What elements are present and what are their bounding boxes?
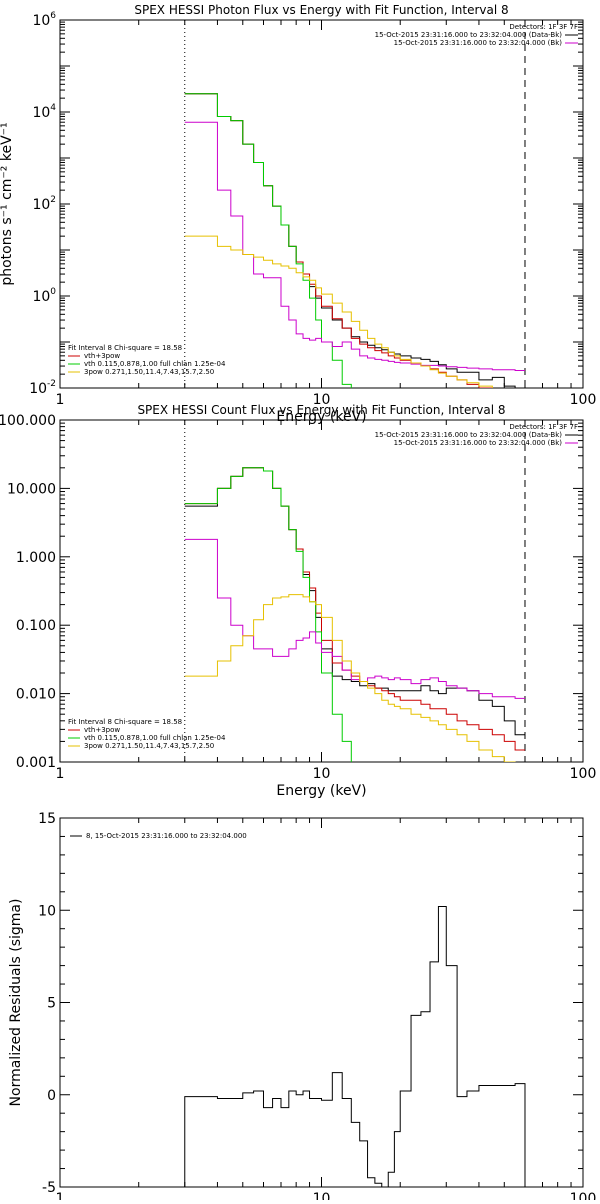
y-tick-label: 1.000 (16, 550, 56, 566)
x-tick-label: 1 (56, 766, 65, 782)
series-line-1 (184, 467, 525, 751)
y-axis-label: photons s⁻¹ cm⁻² keV⁻¹ (0, 122, 15, 285)
series-group (184, 906, 526, 1187)
x-tick-label: 1 (56, 1191, 65, 1200)
y-tick-label: 0.010 (16, 687, 56, 703)
series-line-4 (184, 235, 493, 388)
y-tick-label: -5 (42, 1180, 56, 1196)
series-group (184, 467, 525, 762)
series-line-2 (184, 467, 352, 762)
legend-entry-label: 15-Oct-2015 23:31:16.000 to 23:32:04.000… (394, 439, 563, 447)
fit-legend-label: vth 0.115,0.878,1.00 full chlan 1.25e-04 (84, 360, 226, 368)
plot-frame (59, 817, 584, 1188)
photon-flux-chart: SPEX HESSI Photon Flux vs Energy with Fi… (0, 3, 596, 425)
series-line-3 (184, 121, 525, 372)
series-line-4 (184, 594, 516, 762)
x-tick-label: 100 (570, 766, 597, 782)
fit-legend-label: vth 0.115,0.878,1.00 full chlan 1.25e-04 (84, 734, 226, 742)
fit-legend-header: Fit Interval 8 Chi-square = 18.58 (68, 718, 182, 726)
fit-legend-label: vth+3pow (84, 726, 120, 734)
x-tick-label: 100 (570, 392, 597, 408)
x-tick-label: 10 (313, 392, 331, 408)
fit-legend-header: Fit Interval 8 Chi-square = 18.58 (68, 344, 182, 352)
series-line-0 (184, 906, 526, 1187)
y-tick-label: 0 (47, 1088, 56, 1104)
legend-entry-label: 15-Oct-2015 23:31:16.000 to 23:32:04.000… (375, 431, 563, 439)
series-line-2 (184, 93, 352, 388)
chart-title: SPEX HESSI Count Flux vs Energy with Fit… (137, 403, 505, 417)
legend-entry-label: 15-Oct-2015 23:31:16.000 to 23:32:04.000… (375, 31, 563, 39)
x-tick-label: 1 (56, 392, 65, 408)
chart-title: SPEX HESSI Photon Flux vs Energy with Fi… (134, 3, 508, 17)
x-axis-label: Energy (keV) (276, 783, 366, 799)
series-group (184, 93, 525, 388)
y-tick-label: 10 (38, 903, 56, 919)
x-tick-label: 10 (313, 766, 331, 782)
y-tick-label: 15 (38, 811, 56, 827)
y-tick-label: 100 (32, 287, 56, 305)
series-line-0 (184, 467, 525, 736)
y-tick-label: 104 (32, 103, 56, 121)
y-tick-label: 5 (47, 996, 56, 1012)
y-tick-label: 100.000 (0, 413, 56, 429)
y-tick-label: 0.100 (16, 618, 56, 634)
count-flux-chart: SPEX HESSI Count Flux vs Energy with Fit… (0, 403, 596, 799)
fit-legend-label: 3pow 0.271,1.50,11.4,7.43,15.7,2.50 (84, 742, 214, 750)
y-tick-label: 102 (32, 195, 56, 213)
y-tick-label: 10.000 (7, 481, 56, 497)
y-tick-label: 10-2 (29, 379, 56, 397)
fit-legend-label: 3pow 0.271,1.50,11.4,7.43,15.7,2.50 (84, 368, 214, 376)
y-axis-label: Normalized Residuals (sigma) (8, 899, 24, 1107)
series-line-3 (184, 538, 525, 699)
series-line-0 (184, 93, 525, 388)
legend-header: Detectors: 1F 3F 7F (509, 423, 578, 431)
residual-legend-label: 8, 15-Oct-2015 23:31:16.000 to 23:32:04.… (86, 832, 247, 840)
y-tick-label: 0.001 (16, 755, 56, 771)
fit-legend-label: vth+3pow (84, 352, 120, 360)
y-tick-label: 106 (32, 11, 56, 29)
series-line-1 (184, 93, 493, 388)
x-axis-label: Energy (keV) (276, 409, 366, 425)
x-tick-label: 100 (570, 1191, 597, 1200)
x-tick-label: 10 (313, 1191, 331, 1200)
legend-header: Detectors: 1F 3F 7F (509, 23, 578, 31)
legend-entry-label: 15-Oct-2015 23:31:16.000 to 23:32:04.000… (394, 39, 563, 47)
